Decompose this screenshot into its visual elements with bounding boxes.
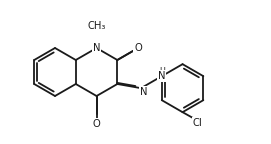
Text: N: N (140, 87, 148, 97)
Text: O: O (134, 43, 142, 53)
Text: CH₃: CH₃ (87, 21, 106, 31)
Text: N: N (158, 71, 166, 81)
Text: N: N (93, 43, 100, 53)
Text: H: H (159, 67, 165, 76)
Text: O: O (93, 119, 101, 129)
Text: Cl: Cl (193, 118, 202, 128)
